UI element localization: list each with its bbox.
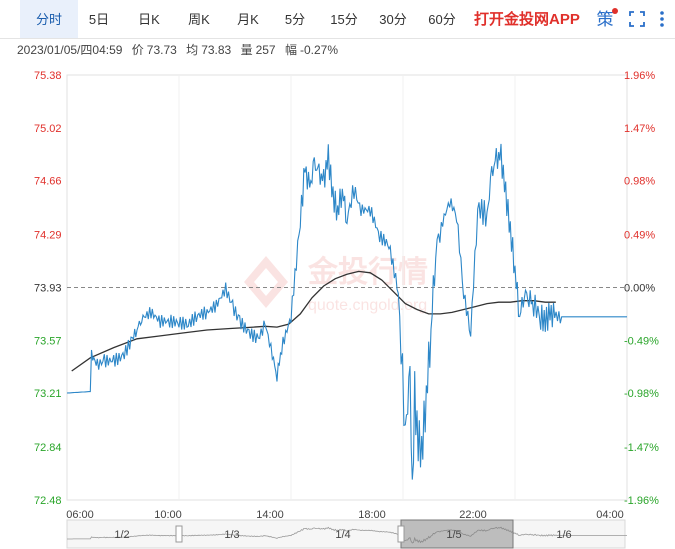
- percent-tick-label: -1.96%: [624, 495, 659, 507]
- navigator-mini-line: [67, 526, 627, 544]
- price-axis-left: 75.38 75.02 74.66 74.29 73.93 73.57 73.21 72.84…: [34, 70, 62, 507]
- watermark-diamond-inner: [254, 268, 278, 296]
- quote-info-bar: 2023/01/05/四04:59 价 73.73 均 73.83 量 257 幅 -0…: [17, 41, 344, 59]
- fullscreen-icon[interactable]: [624, 0, 650, 38]
- time-tick-label: 14:00: [256, 509, 284, 521]
- period-tab-bar: 分时 5日 日K 周K 月K 5分 15分 30分 60分 打开金投网APP 策: [0, 0, 675, 39]
- navigator-track: [66, 519, 626, 549]
- avg-label: 均: [186, 43, 199, 57]
- more-icon[interactable]: [654, 0, 670, 38]
- fullscreen-icon-glyph: [629, 11, 645, 27]
- percent-axis-right: 1.96% 1.47% 0.98% 0.49% 0.00% -0.49% -0.98% -1.…: [624, 70, 659, 507]
- time-tick-label: 22:00: [459, 509, 487, 521]
- time-tick-label: 06:00: [66, 509, 94, 521]
- percent-tick-label: 0.49%: [624, 230, 655, 242]
- navigator-date-label: 1/5: [446, 529, 461, 541]
- price-line: [66, 143, 627, 480]
- price-tick-label: 72.48: [34, 495, 62, 507]
- chart-series: [66, 143, 627, 480]
- tab-30-min[interactable]: 30分: [379, 12, 407, 27]
- tab-daily-k[interactable]: 日K: [138, 12, 160, 27]
- navigator-selection: [400, 519, 514, 549]
- navigator-date-label: 1/4: [335, 529, 350, 541]
- watermark-diamond: [244, 256, 288, 308]
- notification-dot: [612, 8, 618, 14]
- navigator-right-handle: [397, 525, 405, 543]
- percent-tick-label: 0.00%: [624, 283, 655, 295]
- navigator-date-label: 1/3: [224, 529, 239, 541]
- price-tick-label: 74.29: [34, 230, 62, 242]
- price-tick-label: 72.84: [34, 442, 62, 454]
- volume-value: 257: [255, 43, 276, 57]
- tab-5-day[interactable]: 5日: [88, 12, 110, 27]
- avg-value: 73.83: [201, 43, 232, 57]
- price-tick-label: 73.93: [34, 283, 62, 295]
- change-value: -0.27%: [299, 43, 338, 57]
- watermark-en-text: quote.cngold.org: [308, 297, 427, 314]
- tab-60-min[interactable]: 60分: [428, 12, 456, 27]
- percent-tick-label: -1.47%: [624, 442, 659, 454]
- percent-tick-label: 1.96%: [624, 70, 655, 82]
- price-value: 73.73: [146, 43, 177, 57]
- date-navigator[interactable]: 1/2 1/3 1/4 1/5 1/6: [66, 519, 627, 549]
- strategy-icon[interactable]: 策: [596, 10, 614, 29]
- time-tick-label: 10:00: [154, 509, 182, 521]
- price-tick-label: 73.57: [34, 335, 62, 347]
- tab-weekly-k[interactable]: 周K: [188, 12, 210, 27]
- navigator-date-label: 1/6: [556, 529, 571, 541]
- volume-label: 量: [240, 43, 253, 57]
- tab-intraday[interactable]: 分时: [20, 0, 78, 38]
- more-icon-glyph: [660, 11, 664, 27]
- time-tick-label: 18:00: [358, 509, 386, 521]
- percent-tick-label: -0.49%: [624, 335, 659, 347]
- percent-tick-label: -0.98%: [624, 388, 659, 400]
- price-tick-label: 73.21: [34, 388, 62, 400]
- price-label: 价: [131, 43, 144, 57]
- tab-5-min[interactable]: 5分: [284, 12, 306, 27]
- intraday-price-chart[interactable]: 75.38 75.02 74.66 74.29 73.93 73.57 73.21 72.84…: [0, 60, 675, 549]
- quote-datetime: 2023/01/05/四04:59: [17, 43, 123, 57]
- chart-grid: [66, 74, 628, 501]
- average-price-line: [71, 270, 556, 372]
- open-app-link[interactable]: 打开金投网APP: [474, 11, 580, 28]
- navigator-left-handle: [175, 525, 183, 543]
- tab-monthly-k[interactable]: 月K: [237, 12, 259, 27]
- percent-tick-label: 1.47%: [624, 123, 655, 135]
- price-tick-label: 74.66: [34, 176, 62, 188]
- change-label: 幅: [284, 43, 297, 57]
- time-tick-label: 04:00: [596, 509, 624, 521]
- time-axis: 06:00 10:00 14:00 18:00 22:00 04:00: [66, 509, 624, 521]
- price-tick-label: 75.38: [34, 70, 62, 82]
- price-tick-label: 75.02: [34, 123, 62, 135]
- navigator-date-label: 1/2: [114, 529, 129, 541]
- tab-15-min[interactable]: 15分: [330, 12, 358, 27]
- percent-tick-label: 0.98%: [624, 176, 655, 188]
